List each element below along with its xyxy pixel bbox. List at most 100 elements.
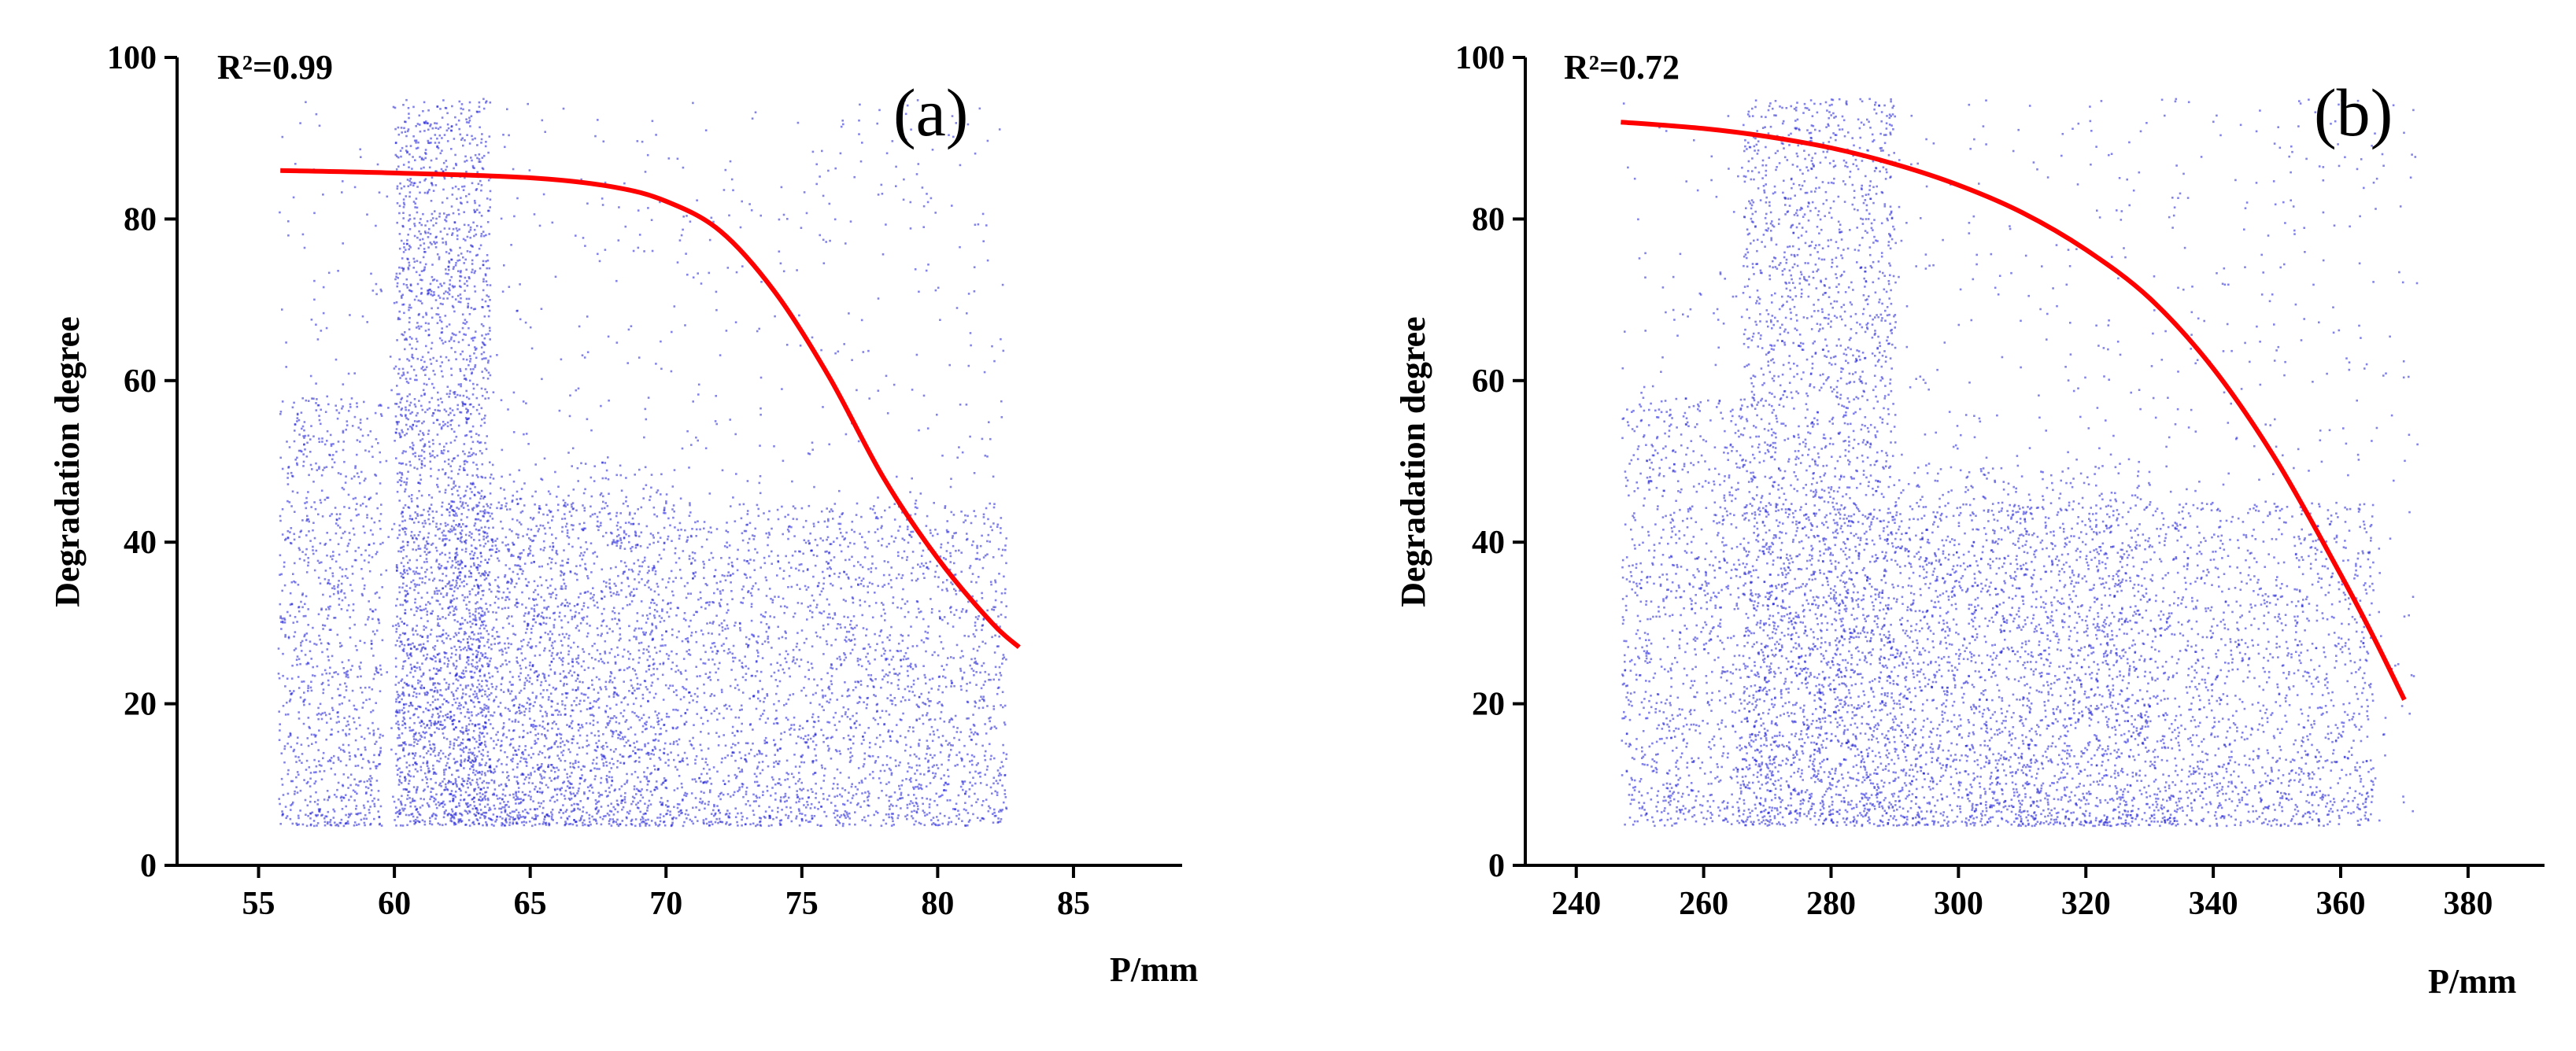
panel-a-scatter-point bbox=[282, 400, 284, 403]
panel-a-scatter-point bbox=[320, 542, 322, 544]
panel-a-scatter-point bbox=[404, 204, 406, 206]
panel-a-scatter-point bbox=[320, 582, 322, 585]
panel-a-scatter-point bbox=[309, 438, 312, 441]
panel-a-scatter-point bbox=[325, 608, 327, 610]
panel-a-scatter-point bbox=[405, 146, 408, 148]
panel-a-scatter-point bbox=[348, 817, 350, 819]
panel-a-scatter-point bbox=[301, 551, 304, 553]
panel-a-scatter-point bbox=[331, 466, 334, 469]
panel-a-scatter-point bbox=[412, 580, 415, 582]
panel-a-scatter-point bbox=[413, 541, 416, 544]
panel-a-scatter-point bbox=[310, 425, 312, 427]
panel-a-scatter-point bbox=[353, 717, 355, 720]
panel-a-scatter-point bbox=[370, 794, 372, 796]
panel-a-scatter-point bbox=[321, 474, 323, 477]
panel-a-scatter-point bbox=[320, 562, 323, 564]
panel-a-scatter-point bbox=[322, 758, 324, 760]
panel-a-scatter-point bbox=[334, 794, 336, 796]
panel-a-scatter-point bbox=[290, 505, 293, 507]
panel-a-scatter-point bbox=[316, 765, 318, 768]
panel-a-scatter-point bbox=[307, 565, 309, 567]
panel-a-scatter-point bbox=[353, 475, 356, 478]
panel-a-scatter-point bbox=[294, 459, 297, 461]
panel-a-scatter-point bbox=[424, 192, 427, 194]
panel-a-scatter-point bbox=[312, 627, 314, 629]
panel-a-scatter-point bbox=[308, 530, 310, 533]
panel-a-scatter-point bbox=[301, 650, 303, 652]
panel-a-scatter-point bbox=[471, 723, 474, 725]
panel-a-scatter-point bbox=[398, 529, 401, 532]
panel-a-scatter-point bbox=[287, 793, 290, 795]
panel-a-scatter-point bbox=[310, 658, 312, 660]
panel-a-scatter-point bbox=[298, 687, 301, 689]
panel-a-scatter-point bbox=[309, 640, 312, 643]
panel-a-scatter-point bbox=[397, 186, 399, 188]
panel-a-scatter-point bbox=[458, 425, 460, 427]
panel-a-scatter-point bbox=[305, 769, 308, 771]
panel-a-scatter-point bbox=[430, 754, 432, 756]
panel-a-scatter-point bbox=[279, 603, 282, 606]
panel-a-scatter-point bbox=[287, 773, 290, 776]
panel-a-scatter-point bbox=[372, 610, 375, 613]
panel-a-scatter-point bbox=[377, 442, 379, 444]
panel-a-scatter-point bbox=[342, 662, 344, 664]
panel-a-scatter-point bbox=[449, 611, 452, 614]
panel-a-scatter-point bbox=[474, 138, 476, 140]
panel-a-scatter-point bbox=[438, 286, 440, 289]
panel-a-scatter-point bbox=[321, 814, 323, 817]
panel-a-scatter-point bbox=[348, 410, 350, 412]
panel-a-scatter-point bbox=[338, 543, 340, 545]
panel-a-scatter-point bbox=[395, 676, 397, 678]
panel-a-scatter-point bbox=[298, 606, 301, 608]
panel-a-scatter-point bbox=[284, 585, 286, 587]
panel-a-scatter-point bbox=[404, 491, 406, 493]
panel-a-scatter-point bbox=[334, 821, 336, 824]
panel-a-scatter-point bbox=[416, 421, 419, 423]
panel-a-scatter-point bbox=[342, 729, 344, 732]
panel-a-scatter-point bbox=[367, 618, 369, 621]
panel-a-scatter-point bbox=[293, 533, 295, 536]
panel-a-scatter-point bbox=[463, 580, 465, 582]
panel-a-scatter-point bbox=[345, 733, 347, 736]
panel-a-scatter-point bbox=[298, 536, 301, 538]
panel-a-scatter-point bbox=[474, 552, 476, 555]
panel-a-scatter-point bbox=[290, 592, 292, 595]
panel-a-scatter-point bbox=[353, 603, 355, 606]
panel-a-scatter-point bbox=[351, 397, 353, 400]
panel-a-scatter-point bbox=[290, 746, 292, 748]
panel-a-scatter-point bbox=[281, 778, 283, 780]
panel-a-scatter-point bbox=[456, 260, 459, 262]
panel-a-scatter-point bbox=[302, 824, 305, 826]
panel-a-scatter-point bbox=[283, 562, 286, 564]
panel-a-scatter-point bbox=[425, 149, 427, 151]
panel-a-scatter-point bbox=[401, 127, 403, 129]
panel-a-scatter-point bbox=[313, 825, 316, 828]
panel-a-scatter-point bbox=[355, 645, 357, 647]
panel-a-scatter-point bbox=[306, 760, 309, 762]
panel-a-scatter-point bbox=[305, 596, 308, 598]
panel-a-scatter-point bbox=[416, 197, 418, 200]
panel-a-scatter-point bbox=[286, 611, 289, 614]
panel-a-scatter-point bbox=[309, 766, 311, 769]
panel-a-scatter-point bbox=[364, 496, 366, 499]
panel-a-scatter-point bbox=[287, 537, 290, 540]
panel-a-scatter-point bbox=[360, 419, 362, 421]
panel-a-scatter-point bbox=[427, 293, 429, 296]
panel-a-scatter-point bbox=[368, 778, 371, 780]
panel-a-scatter-point bbox=[279, 729, 281, 732]
panel-a-scatter-point bbox=[406, 762, 408, 764]
panel-a-scatter-point bbox=[322, 692, 324, 695]
panel-a-scatter-point bbox=[314, 570, 316, 572]
panel-a-scatter-point bbox=[408, 249, 410, 251]
panel-a-scatter-point bbox=[449, 711, 452, 714]
panel-a-scatter-point bbox=[355, 808, 357, 810]
panel-a-scatter-point bbox=[432, 647, 434, 649]
panel-a-scatter-point bbox=[311, 743, 313, 745]
panel-a-scatter-point bbox=[456, 408, 459, 411]
panel-a-scatter-point bbox=[408, 393, 411, 396]
panel-a-scatter-point bbox=[427, 129, 430, 131]
panel-a-scatter-point bbox=[397, 202, 399, 205]
panel-a-scatter-point bbox=[453, 268, 455, 271]
panel-a-scatter-point bbox=[452, 194, 454, 196]
panel-a-scatter-point bbox=[371, 688, 374, 691]
